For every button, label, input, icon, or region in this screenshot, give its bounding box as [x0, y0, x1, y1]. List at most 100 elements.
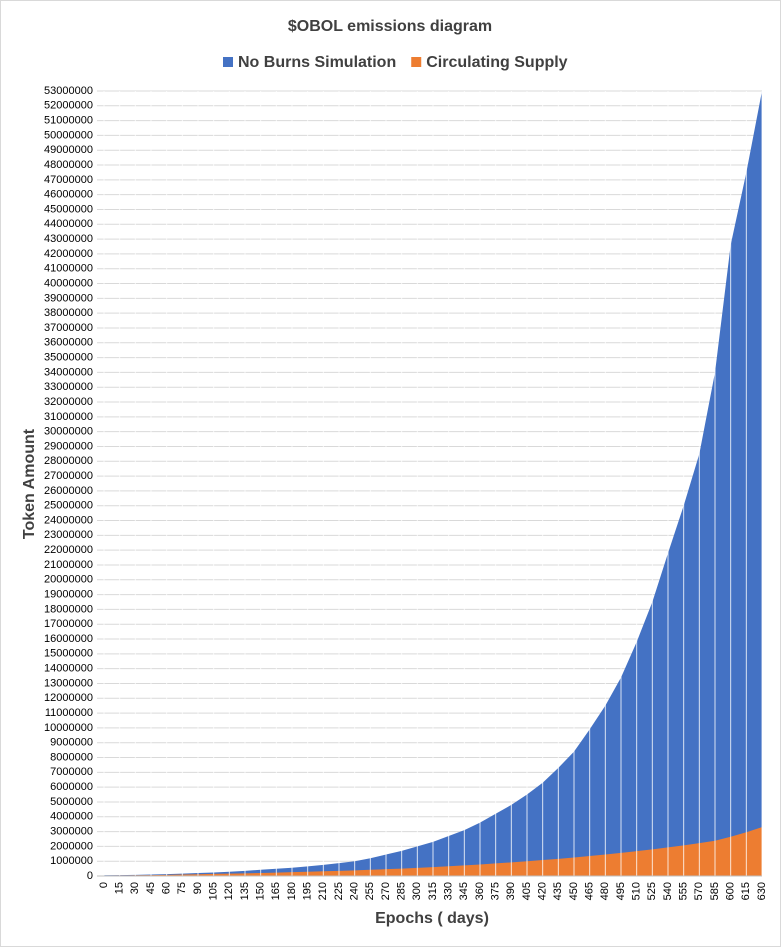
y-tick-label: 46000000 — [44, 189, 93, 201]
y-tick-label: 9000000 — [50, 737, 93, 749]
y-tick-label: 2000000 — [50, 840, 93, 852]
y-tick-label: 5000000 — [50, 796, 93, 808]
y-tick-label: 25000000 — [44, 500, 93, 512]
y-tick-label: 39000000 — [44, 292, 93, 304]
x-tick-label: 0 — [98, 882, 110, 888]
y-tick-label: 0 — [87, 870, 93, 882]
x-tick-label: 525 — [646, 882, 658, 900]
x-tick-label: 375 — [490, 882, 502, 900]
x-tick-label: 60 — [161, 882, 173, 894]
x-tick-label: 360 — [474, 882, 486, 900]
x-tick-label: 405 — [521, 882, 533, 900]
y-tick-label: 35000000 — [44, 352, 93, 364]
x-tick-label: 180 — [286, 882, 298, 900]
x-tick-label: 345 — [458, 882, 470, 900]
x-tick-label: 630 — [756, 882, 768, 900]
y-tick-label: 47000000 — [44, 174, 93, 186]
y-tick-label: 51000000 — [44, 115, 93, 127]
y-tick-label: 26000000 — [44, 485, 93, 497]
y-tick-label: 45000000 — [44, 203, 93, 215]
y-tick-label: 11000000 — [45, 707, 93, 719]
x-tick-label: 330 — [443, 882, 455, 900]
x-tick-label: 315 — [427, 882, 439, 900]
x-tick-label: 510 — [631, 882, 643, 900]
y-tick-label: 19000000 — [44, 588, 93, 600]
y-tick-label: 3000000 — [50, 825, 93, 837]
x-tick-label: 285 — [396, 882, 408, 900]
y-tick-label: 36000000 — [44, 337, 93, 349]
x-tick-label: 495 — [615, 882, 627, 900]
x-tick-label: 165 — [270, 882, 282, 900]
y-tick-label: 31000000 — [44, 411, 93, 423]
y-tick-label: 40000000 — [44, 277, 93, 289]
x-tick-label: 555 — [678, 882, 690, 900]
y-tick-label: 30000000 — [44, 426, 93, 438]
x-tick-label: 270 — [380, 882, 392, 900]
area — [104, 91, 762, 876]
y-tick-label: 44000000 — [44, 218, 93, 230]
x-tick-label: 210 — [317, 882, 329, 900]
y-tick-label: 49000000 — [44, 144, 93, 156]
area — [104, 827, 762, 876]
y-tick-label: 14000000 — [44, 663, 93, 675]
x-tick-label: 195 — [302, 882, 314, 900]
x-tick-label: 435 — [552, 882, 564, 900]
y-tick-label: 21000000 — [44, 559, 93, 571]
y-tick-label: 17000000 — [44, 618, 93, 630]
x-tick-label: 450 — [568, 882, 580, 900]
y-tick-label: 1000000 — [50, 855, 93, 867]
y-tick-label: 6000000 — [50, 781, 93, 793]
y-tick-label: 33000000 — [44, 381, 93, 393]
y-tick-label: 23000000 — [44, 529, 93, 541]
y-tick-label: 24000000 — [44, 514, 93, 526]
y-tick-label: 15000000 — [44, 648, 93, 660]
x-tick-label: 480 — [599, 882, 611, 900]
y-tick-label: 50000000 — [44, 129, 93, 141]
legend-swatch — [223, 57, 233, 67]
y-tick-label: 37000000 — [44, 322, 93, 334]
y-tick-label: 27000000 — [44, 470, 93, 482]
x-tick-label: 90 — [192, 882, 204, 894]
y-tick-label: 8000000 — [50, 751, 93, 763]
chart-title: $OBOL emissions diagram — [288, 18, 492, 35]
legend-swatch — [411, 57, 422, 67]
x-tick-label: 300 — [411, 882, 423, 900]
y-tick-label: 38000000 — [44, 307, 93, 319]
y-tick-label: 20000000 — [44, 574, 93, 586]
y-tick-label: 7000000 — [50, 766, 93, 778]
x-tick-label: 135 — [239, 882, 251, 900]
x-tick-label: 570 — [693, 882, 705, 900]
x-tick-label: 105 — [208, 882, 220, 900]
x-tick-label: 420 — [537, 882, 549, 900]
x-tick-label: 390 — [505, 882, 517, 900]
y-tick-label: 12000000 — [44, 692, 93, 704]
y-tick-label: 16000000 — [44, 633, 93, 645]
y-tick-label: 34000000 — [44, 366, 93, 378]
x-tick-label: 30 — [129, 882, 141, 894]
x-axis-title: Epochs ( days) — [375, 910, 489, 927]
x-tick-label: 615 — [740, 882, 752, 900]
x-tick-label: 225 — [333, 882, 345, 900]
y-tick-label: 53000000 — [44, 85, 93, 97]
y-tick-label: 48000000 — [44, 159, 93, 171]
y-axis-title: Token Amount — [21, 428, 38, 539]
y-tick-label: 28000000 — [44, 455, 93, 467]
x-tick-label: 465 — [584, 882, 596, 900]
x-tick-label: 45 — [145, 882, 157, 894]
legend-label: Circulating Supply — [426, 54, 567, 71]
x-tick-label: 120 — [223, 882, 235, 900]
x-tick-label: 600 — [725, 882, 737, 900]
x-tick-label: 585 — [709, 882, 721, 900]
y-tick-label: 4000000 — [50, 811, 93, 823]
x-tick-label: 540 — [662, 882, 674, 900]
y-tick-label: 22000000 — [44, 544, 93, 556]
y-tick-label: 42000000 — [44, 248, 93, 260]
y-tick-label: 29000000 — [44, 440, 93, 452]
y-tick-label: 41000000 — [44, 263, 93, 275]
legend-label: No Burns Simulation — [238, 54, 396, 71]
x-tick-label: 15 — [114, 882, 126, 894]
y-tick-label: 32000000 — [44, 396, 93, 408]
y-tick-label: 10000000 — [44, 722, 93, 734]
x-tick-label: 240 — [349, 882, 361, 900]
